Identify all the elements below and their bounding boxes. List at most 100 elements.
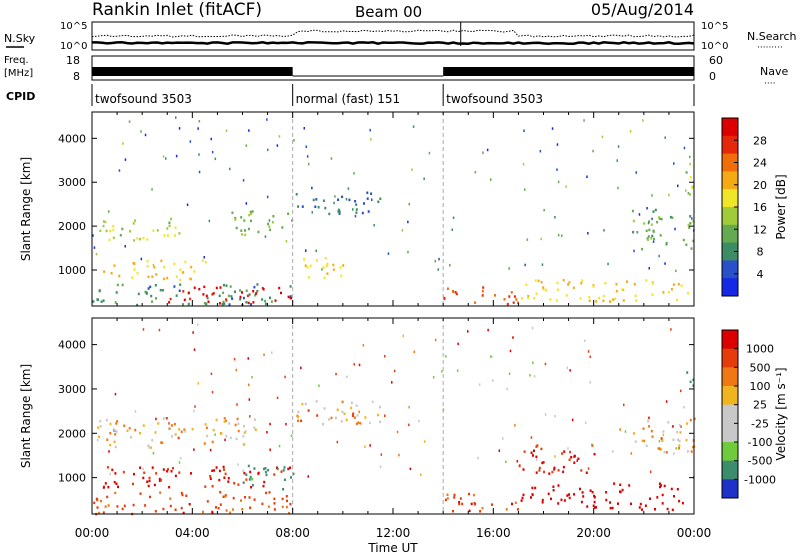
scatter-point — [369, 128, 371, 132]
scatter-point — [554, 455, 556, 458]
scatter-point — [616, 159, 618, 162]
scatter-point — [587, 232, 589, 235]
data-cell — [307, 409, 310, 412]
data-cell — [133, 239, 136, 242]
data-cell — [187, 302, 190, 306]
data-cell — [251, 478, 254, 481]
data-cell — [306, 266, 309, 269]
data-cell — [104, 220, 107, 224]
data-cell — [262, 288, 265, 291]
data-cell — [314, 205, 317, 208]
data-cell — [611, 506, 614, 510]
scatter-point — [268, 219, 271, 222]
data-cell — [560, 498, 563, 502]
data-cell — [273, 508, 276, 511]
data-cell — [223, 283, 225, 287]
data-cell — [139, 492, 142, 495]
scatter-point — [293, 139, 295, 142]
y-tick-label: 2000 — [58, 427, 86, 440]
freq-tick-low: 8 — [73, 70, 80, 83]
data-cell — [619, 490, 621, 493]
data-cell — [253, 467, 256, 470]
scatter-point — [607, 262, 609, 266]
colorbar-swatch — [722, 386, 738, 406]
scatter-point — [532, 361, 534, 364]
scatter-point — [242, 179, 245, 182]
data-cell — [634, 440, 637, 443]
scatter-point — [305, 145, 307, 148]
scatter-point — [196, 323, 199, 326]
scatter-point — [224, 438, 226, 442]
data-cell — [339, 266, 342, 269]
data-cell — [146, 238, 149, 241]
scatter-point — [235, 368, 237, 372]
data-cell — [693, 417, 696, 421]
colorbar-swatch — [722, 153, 738, 172]
data-cell — [289, 502, 292, 506]
scatter-point — [409, 467, 412, 471]
data-cell — [105, 418, 108, 422]
data-cell — [95, 497, 98, 501]
data-cell — [203, 285, 206, 289]
data-cell — [100, 300, 103, 303]
scatter-point — [617, 186, 619, 190]
data-cell — [241, 233, 244, 236]
data-cell — [246, 294, 249, 298]
data-cell — [639, 502, 642, 506]
data-cell — [162, 507, 165, 511]
data-cell — [678, 446, 680, 450]
data-cell — [114, 445, 117, 449]
scatter-point — [467, 330, 469, 333]
scatter-point — [209, 448, 212, 452]
data-cell — [474, 301, 477, 304]
data-cell — [215, 466, 218, 469]
data-cell — [104, 505, 107, 508]
data-cell — [330, 416, 333, 420]
scatter-point — [508, 372, 511, 375]
data-cell — [562, 465, 565, 469]
scatter-point — [193, 348, 196, 351]
data-cell — [308, 276, 311, 279]
scatter-point — [533, 375, 536, 378]
scatter-point — [315, 249, 317, 253]
data-cell — [289, 295, 292, 298]
data-cell — [446, 287, 449, 290]
data-cell — [249, 475, 252, 479]
data-cell — [605, 491, 608, 494]
x-tick-label: 12:00 — [376, 526, 411, 540]
data-cell — [239, 298, 242, 301]
data-cell — [231, 297, 234, 300]
scatter-point — [179, 457, 182, 460]
scatter-point — [523, 129, 525, 132]
data-cell — [183, 298, 186, 302]
data-cell — [686, 422, 689, 425]
data-cell — [183, 428, 186, 431]
scatter-point — [369, 444, 371, 447]
data-cell — [163, 265, 166, 269]
x-tick-label: 08:00 — [275, 526, 310, 540]
data-cell — [586, 505, 589, 508]
scatter-point — [334, 195, 336, 198]
scatter-point — [689, 155, 691, 159]
scatter-point — [512, 336, 514, 339]
data-cell — [287, 212, 290, 215]
data-cell — [225, 284, 228, 287]
data-cell — [378, 405, 381, 409]
data-cell — [264, 299, 267, 303]
data-cell — [245, 301, 248, 304]
data-cell — [162, 277, 165, 281]
scatter-point — [536, 458, 538, 461]
scatter-point — [589, 381, 591, 384]
data-cell — [455, 292, 458, 296]
data-cell — [681, 501, 684, 505]
data-cell — [661, 439, 664, 442]
scatter-point — [587, 467, 590, 470]
scatter-point — [237, 463, 239, 466]
scatter-point — [396, 430, 399, 434]
data-cell — [102, 486, 105, 489]
data-cell — [247, 301, 250, 305]
data-cell — [263, 467, 265, 471]
data-cell — [243, 471, 246, 475]
data-cell — [628, 484, 631, 487]
